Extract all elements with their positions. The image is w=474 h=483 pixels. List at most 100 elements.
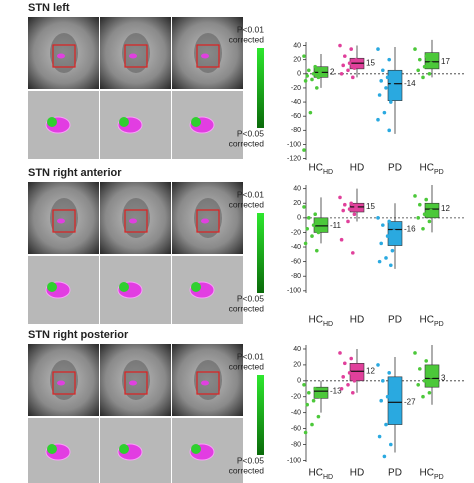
stn-mask	[57, 380, 65, 386]
data-point	[390, 82, 395, 87]
colorbar-label: corrected	[229, 361, 265, 371]
data-point	[392, 229, 396, 233]
colorbar-label: corrected	[229, 465, 265, 475]
data-point	[379, 79, 384, 83]
y-tick-label: -80	[291, 127, 301, 134]
median-label: -11	[330, 221, 342, 230]
stn-mask	[201, 218, 209, 224]
data-point	[343, 361, 347, 366]
stn-mask	[201, 53, 209, 59]
brain-structure	[50, 360, 78, 400]
x-tick-subscript: PD	[434, 321, 444, 328]
y-tick-label: -60	[291, 113, 301, 120]
y-tick-label: -80	[291, 273, 301, 280]
stn-mask	[57, 218, 65, 224]
brain-structure	[122, 198, 150, 238]
x-tick-subscript: HD	[323, 321, 333, 328]
median-label: 3	[441, 374, 446, 383]
y-tick-label: 40	[293, 346, 301, 353]
data-point	[429, 375, 433, 379]
y-tick-label: -80	[291, 441, 301, 448]
data-point	[392, 386, 396, 391]
data-point	[385, 234, 390, 238]
median-label: -14	[404, 79, 416, 88]
colorbar	[257, 48, 264, 128]
data-point	[389, 100, 393, 104]
x-tick-label: HC	[420, 468, 434, 479]
data-point	[427, 390, 432, 395]
data-point	[349, 47, 354, 51]
data-point	[349, 356, 354, 361]
roi-box	[124, 209, 148, 233]
data-point	[382, 454, 387, 459]
data-point	[413, 194, 417, 198]
brain-structure	[194, 198, 222, 238]
data-point	[311, 71, 316, 76]
y-tick-label: -100	[287, 141, 301, 148]
median-label: 15	[366, 58, 375, 67]
y-tick-label: 20	[293, 57, 301, 64]
data-point	[376, 363, 380, 367]
x-tick-label: HC	[420, 315, 434, 326]
data-point	[381, 379, 385, 383]
data-point	[389, 263, 393, 268]
data-point	[346, 219, 350, 224]
colorbar-label: P<0.01	[237, 24, 264, 34]
data-point	[307, 68, 311, 73]
y-tick-label: -100	[287, 288, 301, 295]
activation	[191, 282, 201, 292]
box	[387, 69, 403, 101]
data-point	[313, 212, 318, 216]
data-point	[422, 379, 427, 383]
stn-mask	[129, 218, 137, 224]
data-point	[318, 394, 322, 399]
x-tick-label: HC	[309, 163, 323, 174]
roi-box	[52, 371, 76, 395]
data-point	[318, 70, 322, 75]
colorbar-label: P<0.05	[237, 128, 264, 138]
data-point	[311, 223, 316, 227]
data-point	[429, 208, 433, 213]
data-point	[315, 248, 319, 253]
data-point	[389, 442, 393, 447]
brain-structure	[122, 33, 150, 73]
brain-structure	[50, 198, 78, 238]
data-point	[377, 93, 382, 97]
data-point	[352, 379, 357, 383]
x-tick-label: HD	[350, 468, 364, 479]
data-point	[384, 86, 388, 90]
colorbar	[257, 213, 264, 293]
data-point	[390, 410, 395, 415]
data-point	[343, 54, 347, 58]
colorbar-label: P<0.01	[237, 189, 264, 199]
data-point	[427, 219, 432, 224]
activation	[119, 117, 129, 127]
x-tick-label: PD	[388, 163, 402, 174]
data-point	[311, 398, 316, 403]
data-point	[341, 375, 346, 379]
activation	[47, 117, 57, 127]
data-point	[341, 208, 346, 213]
roi-box	[196, 209, 220, 233]
colorbar-label: P<0.05	[237, 293, 264, 303]
data-point	[351, 251, 355, 255]
data-point	[305, 226, 310, 231]
data-point	[307, 216, 311, 220]
data-point	[315, 86, 319, 90]
data-point	[429, 61, 433, 65]
data-point	[418, 202, 422, 207]
data-point	[385, 75, 390, 80]
data-point	[424, 54, 429, 58]
data-point	[338, 43, 342, 48]
x-tick-label: HD	[350, 315, 364, 326]
data-point	[385, 394, 390, 399]
x-tick-subscript: PD	[434, 474, 444, 481]
stn-mask	[57, 53, 65, 59]
roi-box	[52, 44, 76, 68]
data-point	[421, 226, 425, 231]
brain-structure	[50, 33, 78, 73]
colorbar-label: corrected	[229, 34, 265, 44]
data-point	[377, 259, 382, 264]
data-point	[302, 382, 306, 387]
y-tick-label: -40	[291, 409, 301, 416]
